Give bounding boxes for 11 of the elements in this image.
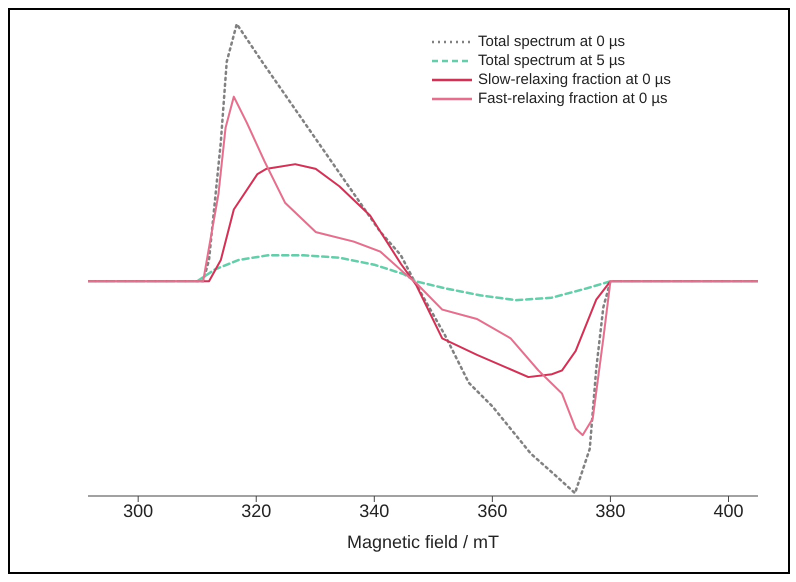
- x-tick-label: 400: [713, 500, 744, 521]
- x-tick-label: 380: [595, 500, 626, 521]
- x-axis-title: Magnetic field / mT: [346, 532, 500, 552]
- legend-label: Slow-relaxing fraction at 0 µs: [478, 70, 671, 89]
- legend-label: Total spectrum at 0 µs: [478, 32, 626, 51]
- legend-label: Fast-relaxing fraction at 0 µs: [478, 89, 668, 108]
- x-tick-label: 300: [123, 500, 154, 521]
- x-tick-label: 320: [241, 500, 272, 521]
- x-tick-label: 340: [359, 500, 390, 521]
- x-tick-label: 360: [477, 500, 508, 521]
- legend-label: Total spectrum at 5 µs: [478, 51, 626, 70]
